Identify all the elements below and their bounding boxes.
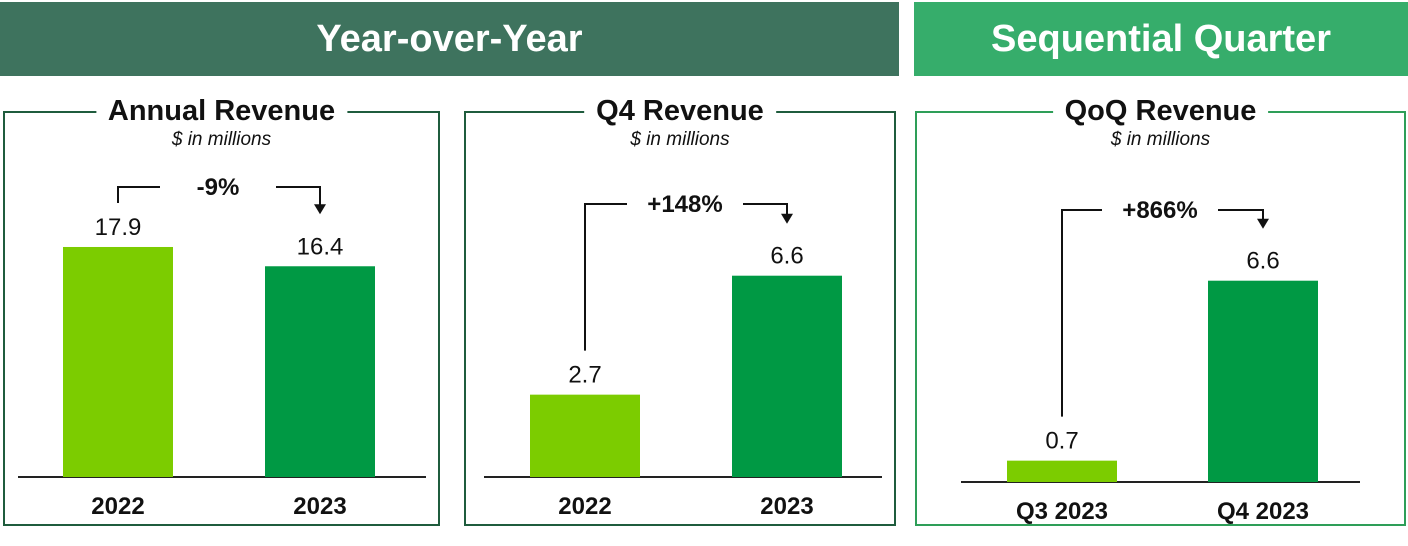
change-bracket-left [1061, 209, 1102, 417]
category-label: 2022 [91, 493, 144, 520]
panel-title: QoQ Revenue [1052, 91, 1269, 131]
bar [265, 266, 375, 477]
panel-title: Q4 Revenue [584, 91, 776, 131]
change-label: -9% [197, 174, 240, 201]
change-label: +148% [647, 191, 722, 218]
category-label: 2022 [558, 493, 611, 520]
annual-revenue-panel: Annual Revenue $ in millions [3, 91, 440, 526]
sequential-quarter-header: Sequential Quarter [914, 2, 1408, 76]
bar [1208, 280, 1318, 482]
data-label: 0.7 [1045, 428, 1078, 455]
panel-subtitle: $ in millions [171, 129, 272, 150]
q4-revenue-panel: Q4 Revenue $ in millions [464, 91, 896, 526]
arrow-head-icon [314, 204, 326, 215]
panel-title: Annual Revenue [95, 91, 348, 131]
change-bracket-left [117, 186, 160, 203]
bar [530, 394, 640, 477]
year-over-year-label: Year-over-Year [316, 17, 583, 60]
qoq-revenue-panel: QoQ Revenue $ in millions [915, 91, 1406, 526]
bar [732, 275, 842, 477]
category-label: Q4 2023 [1217, 498, 1309, 525]
data-label: 17.9 [95, 214, 142, 241]
data-label: 16.4 [297, 233, 344, 260]
change-label: +866% [1122, 197, 1197, 224]
category-label: 2023 [293, 493, 346, 520]
change-bracket-right [743, 203, 788, 216]
arrow-head-icon [1257, 218, 1269, 229]
year-over-year-header: Year-over-Year [0, 2, 899, 76]
bar [63, 246, 173, 477]
change-bracket-right [276, 186, 321, 207]
panel-subtitle: $ in millions [630, 129, 730, 150]
category-label: Q3 2023 [1016, 498, 1108, 525]
category-label: 2023 [760, 493, 813, 520]
data-label: 2.7 [568, 362, 601, 389]
arrow-head-icon [781, 213, 793, 224]
change-bracket-left [584, 203, 627, 351]
sequential-quarter-label: Sequential Quarter [991, 17, 1331, 60]
data-label: 6.6 [770, 243, 803, 270]
panel-subtitle: $ in millions [1110, 129, 1211, 150]
data-label: 6.6 [1246, 248, 1279, 275]
bar [1007, 460, 1117, 482]
change-bracket-right [1218, 209, 1264, 221]
